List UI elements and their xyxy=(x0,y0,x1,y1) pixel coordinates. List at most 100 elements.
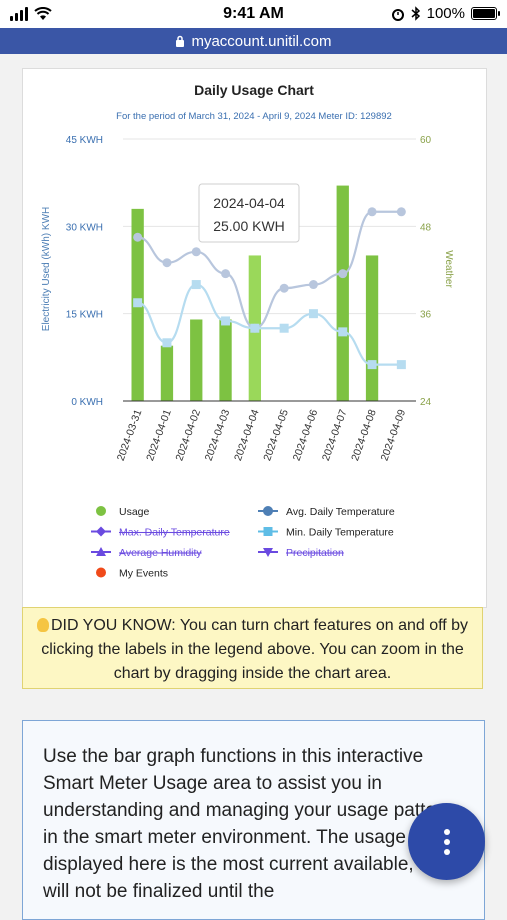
legend-triangle-icon xyxy=(96,547,106,556)
connectivity-indicators xyxy=(10,7,52,21)
wifi-icon xyxy=(34,7,52,20)
x-tick-label: 2024-04-04 xyxy=(232,408,262,463)
did-you-know-tip: DID YOU KNOW: You can turn chart feature… xyxy=(22,607,483,689)
x-tick-label: 2024-04-08 xyxy=(349,408,379,463)
legend-label[interactable]: Min. Daily Temperature xyxy=(286,527,394,539)
min-temperature-point[interactable] xyxy=(250,323,260,333)
tooltip-box xyxy=(198,183,300,243)
address-bar[interactable]: myaccount.unitil.com xyxy=(0,28,507,54)
usage-info-panel: Use the bar graph functions in this inte… xyxy=(22,720,485,920)
y-axis-right: 24 36 48 60 xyxy=(420,135,432,408)
avg-temperature-point[interactable] xyxy=(221,269,231,279)
battery-percent: 100% xyxy=(426,5,465,22)
legend-label[interactable]: My Events xyxy=(119,568,168,580)
legend-label[interactable]: Avg. Daily Temperature xyxy=(286,506,395,518)
chart-legend[interactable]: Usage Avg. Daily Temperature Max. Daily Te… xyxy=(91,506,395,580)
avg-temperature-point[interactable] xyxy=(279,283,289,293)
avg-temperature-point[interactable] xyxy=(367,207,377,217)
x-axis: 2024-03-31 2024-04-01 2024-04-02 2024-04-03… xyxy=(115,408,408,463)
url-text: myaccount.unitil.com xyxy=(191,32,332,50)
avg-temperature-point[interactable] xyxy=(133,232,143,242)
chart-tooltip: 2024-04-04 25.00 KWH xyxy=(198,183,300,243)
status-bar: 9:41 AM 100% xyxy=(0,0,507,28)
y-tick-label: 0 KWH xyxy=(71,397,103,408)
y2-tick-label: 48 xyxy=(420,222,432,233)
more-dot-icon xyxy=(443,838,450,845)
more-dot-icon xyxy=(443,848,450,855)
clock: 9:41 AM xyxy=(223,5,284,22)
x-tick-label: 2024-03-31 xyxy=(115,408,145,463)
legend-label[interactable]: Precipitation xyxy=(286,547,344,559)
min-temperature-point[interactable] xyxy=(367,360,377,370)
min-temperature-point[interactable] xyxy=(133,298,143,308)
x-tick-label: 2024-04-07 xyxy=(320,408,350,463)
legend-item[interactable]: Max. Daily Temperature xyxy=(91,526,230,539)
x-tick-label: 2024-04-09 xyxy=(379,408,409,463)
status-right: 100% xyxy=(391,5,500,22)
legend-triangle-down-icon xyxy=(263,548,273,557)
legend-label[interactable]: Average Humidity xyxy=(119,547,202,559)
tip-text: DID YOU KNOW: You can turn chart feature… xyxy=(41,617,469,682)
bluetooth-icon xyxy=(411,6,420,21)
y-tick-label: 15 KWH xyxy=(66,310,103,321)
legend-item[interactable]: Avg. Daily Temperature xyxy=(258,506,395,518)
avg-temperature-point[interactable] xyxy=(338,269,348,279)
legend-item[interactable]: Usage xyxy=(96,506,150,518)
avg-temperature-point[interactable] xyxy=(308,280,318,290)
legend-item[interactable]: Precipitation xyxy=(258,547,344,559)
y-axis-left: 0 KWH 15 KWH 30 KWH 45 KWH xyxy=(66,135,103,408)
avg-temperature-point[interactable] xyxy=(396,207,406,217)
usage-bar[interactable] xyxy=(190,319,203,401)
legend-item[interactable]: Min. Daily Temperature xyxy=(258,527,394,539)
lock-icon xyxy=(176,35,185,47)
legend-label[interactable]: Usage xyxy=(119,506,150,518)
y2-tick-label: 60 xyxy=(420,135,432,146)
usage-bar[interactable] xyxy=(160,345,174,401)
daily-usage-chart[interactable]: Daily Usage Chart For the period of Marc… xyxy=(23,69,486,607)
battery-icon xyxy=(471,7,500,20)
y2-tick-label: 36 xyxy=(420,310,432,321)
legend-circle-icon xyxy=(96,506,106,516)
tooltip-value: 25.00 KWH xyxy=(213,218,285,234)
avg-temperature-line[interactable] xyxy=(137,210,402,330)
chart-title: Daily Usage Chart xyxy=(194,82,314,98)
legend-item[interactable]: Average Humidity xyxy=(91,547,202,559)
y-tick-label: 30 KWH xyxy=(66,222,103,233)
min-temperature-point[interactable] xyxy=(308,309,318,319)
usage-bar[interactable] xyxy=(336,185,349,401)
info-text: Use the bar graph functions in this inte… xyxy=(43,746,463,902)
usage-bar[interactable] xyxy=(219,319,232,401)
min-temperature-point[interactable] xyxy=(191,280,201,290)
y2-tick-label: 24 xyxy=(420,397,432,408)
signal-icon xyxy=(10,7,28,21)
more-options-button[interactable] xyxy=(408,803,485,880)
legend-circle-icon xyxy=(263,506,273,516)
legend-diamond-icon xyxy=(96,526,106,537)
usage-bar[interactable] xyxy=(365,255,379,401)
legend-item[interactable]: My Events xyxy=(96,567,168,580)
x-tick-label: 2024-04-05 xyxy=(261,408,291,463)
tooltip-date: 2024-04-04 xyxy=(213,195,285,211)
weather-lines[interactable] xyxy=(133,207,406,370)
min-temperature-point[interactable] xyxy=(162,338,172,348)
more-dot-icon xyxy=(443,828,450,835)
chart-subtitle: For the period of March 31, 2024 - April… xyxy=(116,111,392,122)
min-temperature-line[interactable] xyxy=(137,283,402,366)
avg-temperature-point[interactable] xyxy=(191,247,201,257)
min-temperature-point[interactable] xyxy=(396,360,406,370)
min-temperature-point[interactable] xyxy=(221,316,231,326)
alarm-icon xyxy=(391,8,404,21)
daily-usage-chart-card[interactable]: Daily Usage Chart For the period of Marc… xyxy=(22,68,487,608)
x-tick-label: 2024-04-02 xyxy=(173,408,203,463)
avg-temperature-point[interactable] xyxy=(162,258,172,268)
min-temperature-point[interactable] xyxy=(338,327,348,337)
x-tick-label: 2024-04-03 xyxy=(203,408,233,463)
x-tick-label: 2024-04-06 xyxy=(291,408,321,463)
min-temperature-point[interactable] xyxy=(279,323,289,333)
y-tick-label: 45 KWH xyxy=(66,135,103,146)
y2-axis-label: Weather xyxy=(443,250,454,288)
legend-label[interactable]: Max. Daily Temperature xyxy=(119,527,230,539)
lightbulb-icon xyxy=(36,618,49,632)
x-tick-label: 2024-04-01 xyxy=(144,408,174,463)
y-axis-label: Electricity Used (kWh) KWH xyxy=(41,207,52,331)
